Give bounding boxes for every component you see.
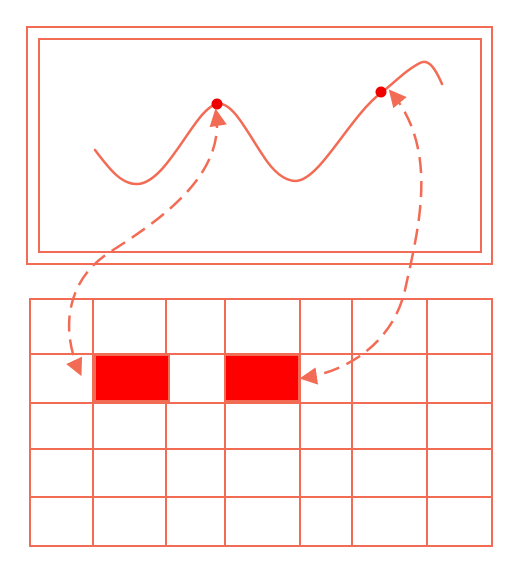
connector-arrow-2 (299, 89, 423, 385)
peak-marker-2 (375, 86, 387, 98)
highlighted-cell-1 (94, 354, 170, 402)
peak-marker-1 (211, 98, 223, 110)
waveform-curve (93, 60, 444, 186)
grid-lines (30, 299, 492, 546)
waveform-panel-outer-frame (26, 26, 493, 265)
grid-outer-border (29, 298, 493, 547)
connector-arrow-1 (66, 108, 227, 377)
waveform-panel-inner-frame (38, 38, 482, 253)
highlighted-cell-2 (224, 354, 300, 402)
